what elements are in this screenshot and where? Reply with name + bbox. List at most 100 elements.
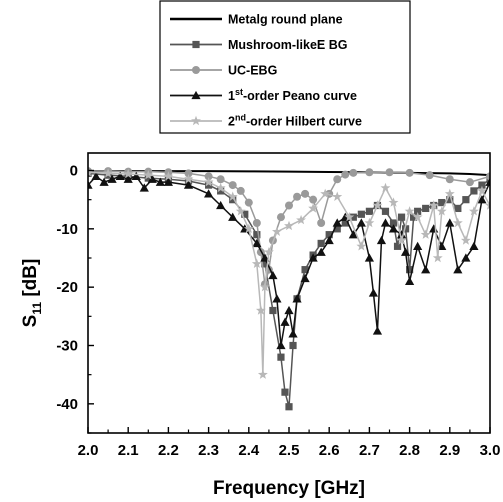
series-5-point — [143, 169, 154, 180]
series-4-point — [139, 183, 149, 192]
series-3-point — [465, 178, 474, 187]
series-4-point — [252, 238, 262, 248]
legend-swatch-marker — [192, 40, 200, 49]
series-5-point — [372, 200, 383, 210]
series-2-point — [289, 341, 297, 350]
series-2-point — [277, 353, 285, 361]
series-5-point — [183, 174, 194, 184]
series-5-point — [428, 200, 439, 210]
series-4-point — [88, 180, 93, 189]
series-4-point — [272, 294, 282, 303]
series-2-point — [349, 213, 357, 221]
series-4-point — [376, 235, 387, 245]
series-4-point — [356, 218, 366, 227]
series-4-point — [204, 189, 214, 198]
series-5-point — [284, 220, 294, 231]
series-3-point — [244, 198, 253, 207]
series-5-point — [296, 214, 307, 225]
series-4-point — [280, 317, 290, 326]
series-4-point — [364, 253, 374, 262]
series-3-point — [293, 192, 302, 201]
series-4-point — [372, 326, 383, 335]
series-layer — [88, 167, 490, 411]
series-3-point — [317, 219, 326, 227]
series-4-point — [485, 177, 490, 186]
y-axis-title-unit: [dB] — [20, 259, 41, 302]
series-5-point — [227, 191, 238, 201]
series-2-point — [317, 239, 325, 248]
y-tick-label: 0 — [70, 163, 78, 180]
series-3-point — [184, 169, 193, 178]
series-2-point — [365, 207, 373, 215]
series-3-point — [333, 175, 342, 184]
legend-label-superscript: st — [235, 87, 243, 97]
series-4-point — [260, 253, 270, 262]
series-4-point — [107, 174, 117, 183]
series-2-point — [393, 242, 402, 250]
series-4-point — [421, 265, 431, 274]
series-4-point — [429, 224, 439, 233]
plot-frame — [87, 152, 491, 434]
series-4-point — [405, 276, 415, 286]
series-4-point — [288, 329, 298, 338]
series-3-point — [236, 186, 245, 195]
legend-label-text: -order Peano curve — [243, 89, 357, 103]
series-3-point — [425, 171, 434, 180]
series-4 — [88, 171, 490, 350]
series-4-point — [413, 241, 423, 251]
series-4-point — [445, 218, 455, 227]
series-5-point — [356, 241, 367, 251]
series-4-point — [155, 177, 165, 186]
legend-label: Mushroom-likeE BG — [228, 38, 347, 52]
series-5-point — [235, 206, 246, 216]
series-4-point — [368, 288, 379, 297]
series-4-point — [388, 224, 399, 233]
series-4-point — [461, 253, 471, 262]
series-2-point — [454, 204, 462, 213]
series-5 — [88, 167, 490, 379]
series-4-point — [123, 174, 133, 183]
legend-entry-5: 2nd-order Hilbert curve — [170, 113, 362, 129]
x-tick-label: 3.0 — [480, 442, 501, 459]
series-5-point — [452, 217, 463, 228]
legend-label-text: 1 — [228, 89, 235, 103]
series-2-point — [381, 207, 390, 215]
series-3-point — [276, 213, 285, 222]
series-5-point — [203, 176, 214, 187]
series-2-point — [333, 225, 341, 233]
series-5-point — [380, 182, 391, 193]
series-4-point — [332, 218, 342, 227]
y-tick-label: -30 — [56, 338, 78, 355]
series-line-4 — [88, 175, 490, 347]
y-axis-title-main: S — [20, 315, 41, 328]
x-axis-title: Frequency [GHz] — [213, 478, 365, 499]
series-5-point — [320, 188, 331, 199]
series-4-point — [99, 177, 109, 186]
series-5-point — [477, 185, 487, 196]
series-3-point — [216, 175, 225, 184]
x-tick-label: 2.2 — [158, 442, 179, 459]
y-tick-label: -10 — [56, 221, 78, 238]
series-2-point — [389, 219, 398, 227]
series-5-point — [103, 168, 114, 178]
series-5-point — [485, 200, 490, 210]
series-2-point — [470, 187, 478, 195]
series-4-point — [276, 340, 286, 350]
series-5-point — [436, 206, 447, 216]
x-tick-label: 2.1 — [118, 442, 139, 459]
series-4-point — [268, 270, 278, 280]
series-3-point — [341, 170, 350, 179]
series-2-point — [253, 231, 261, 239]
legend: Metalg round plane Mushroom-likeE BG UC-EB… — [159, 0, 411, 134]
series-5-point — [468, 206, 479, 216]
series-2-point — [397, 213, 406, 221]
y-tick-label: -20 — [56, 279, 78, 296]
series-2-point — [414, 207, 422, 215]
series-2-point — [341, 219, 349, 227]
series-4-point — [469, 241, 479, 251]
series-2-point — [325, 231, 333, 239]
series-5-point — [344, 211, 355, 222]
series-3-point — [349, 168, 358, 177]
series-2-point — [217, 187, 225, 195]
